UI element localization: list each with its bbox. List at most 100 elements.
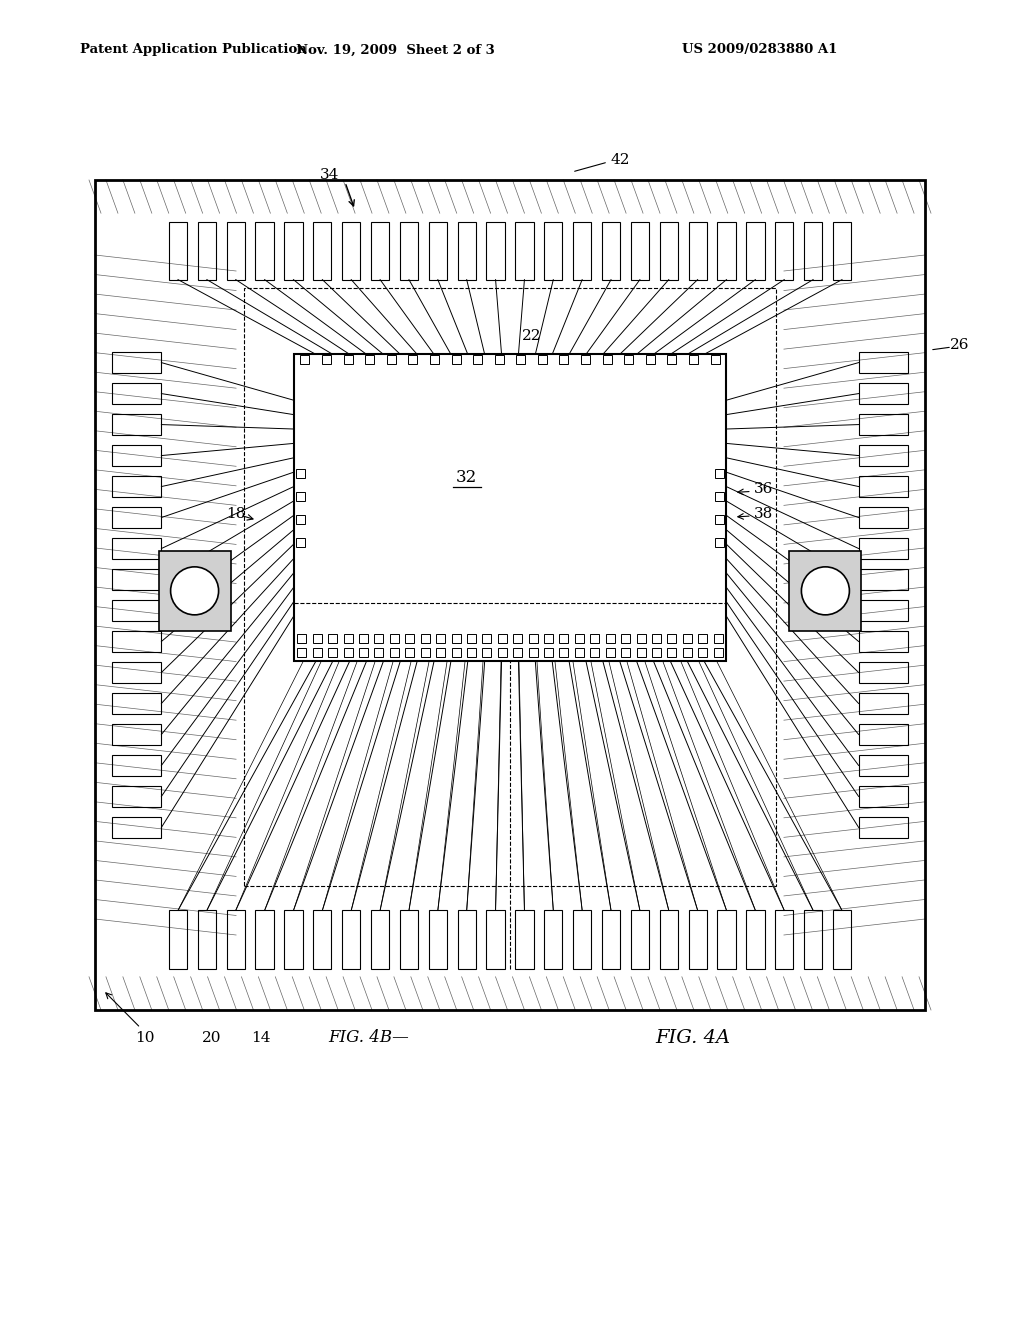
Bar — [544, 911, 562, 969]
Bar — [300, 355, 309, 364]
Bar — [421, 648, 430, 657]
Text: 26: 26 — [950, 338, 970, 352]
Bar — [858, 817, 908, 838]
Bar — [112, 477, 162, 496]
Bar — [255, 911, 273, 969]
Text: 34: 34 — [321, 168, 340, 182]
Bar — [169, 911, 187, 969]
Bar — [602, 911, 621, 969]
Bar — [858, 414, 908, 436]
Bar — [544, 648, 553, 657]
Bar — [668, 355, 676, 364]
Bar — [245, 288, 775, 886]
Bar — [458, 222, 476, 280]
Bar — [467, 648, 476, 657]
Bar — [375, 635, 383, 643]
Bar — [390, 648, 399, 657]
Bar — [452, 635, 461, 643]
Bar — [112, 539, 162, 558]
Bar — [296, 515, 305, 524]
Bar — [858, 663, 908, 682]
Text: 42: 42 — [610, 153, 630, 168]
Bar — [112, 352, 162, 374]
Bar — [714, 635, 723, 643]
Bar — [344, 648, 352, 657]
Text: 10: 10 — [135, 1031, 155, 1045]
Bar — [458, 911, 476, 969]
Bar — [112, 725, 162, 744]
Bar — [581, 355, 590, 364]
Text: 38: 38 — [754, 507, 773, 521]
Bar — [715, 492, 724, 500]
Bar — [574, 648, 584, 657]
Bar — [406, 635, 415, 643]
Bar — [112, 601, 162, 620]
Bar — [375, 648, 383, 657]
Bar — [688, 911, 707, 969]
Bar — [544, 635, 553, 643]
Bar — [622, 648, 630, 657]
Bar — [858, 569, 908, 590]
Bar — [683, 648, 692, 657]
Bar — [255, 222, 273, 280]
Bar — [515, 222, 534, 280]
Bar — [559, 635, 568, 643]
Bar — [689, 355, 698, 364]
Bar — [112, 663, 162, 682]
Bar — [715, 469, 724, 478]
Text: FIG. 4B—: FIG. 4B— — [329, 1030, 410, 1047]
Circle shape — [171, 566, 218, 615]
Bar — [605, 635, 614, 643]
Bar — [659, 222, 678, 280]
Bar — [858, 539, 908, 558]
Bar — [538, 355, 547, 364]
Bar — [631, 222, 649, 280]
Bar — [399, 911, 418, 969]
Bar — [399, 222, 418, 280]
Bar — [698, 635, 708, 643]
Bar — [573, 911, 591, 969]
Text: 36: 36 — [754, 482, 773, 496]
Bar — [574, 635, 584, 643]
Bar — [429, 911, 446, 969]
Bar — [297, 635, 306, 643]
Bar — [646, 355, 654, 364]
Bar — [858, 785, 908, 807]
Bar — [329, 635, 337, 643]
Bar — [602, 222, 621, 280]
Bar — [359, 648, 368, 657]
Text: 32: 32 — [457, 469, 477, 486]
Bar — [296, 537, 305, 546]
Bar — [482, 635, 492, 643]
Bar — [804, 911, 822, 969]
Bar — [559, 355, 568, 364]
Bar — [668, 635, 676, 643]
Bar — [312, 635, 322, 643]
Text: 14: 14 — [251, 1031, 270, 1045]
Text: 18: 18 — [226, 507, 246, 521]
Bar — [226, 222, 245, 280]
Bar — [467, 635, 476, 643]
Text: US 2009/0283880 A1: US 2009/0283880 A1 — [682, 44, 838, 57]
Bar — [683, 635, 692, 643]
Bar — [605, 648, 614, 657]
Text: 20: 20 — [202, 1031, 221, 1045]
Bar — [323, 355, 331, 364]
Bar — [495, 355, 504, 364]
Bar — [429, 222, 446, 280]
Bar — [112, 445, 162, 466]
Bar — [344, 635, 352, 643]
Bar — [452, 355, 461, 364]
Bar — [858, 725, 908, 744]
Bar — [516, 355, 525, 364]
Bar — [775, 222, 794, 280]
Bar — [746, 911, 765, 969]
Bar — [313, 222, 332, 280]
Bar — [715, 515, 724, 524]
Bar — [285, 911, 303, 969]
Bar — [296, 469, 305, 478]
Bar — [858, 693, 908, 714]
Bar — [637, 648, 645, 657]
Bar — [513, 648, 522, 657]
Bar — [698, 648, 708, 657]
